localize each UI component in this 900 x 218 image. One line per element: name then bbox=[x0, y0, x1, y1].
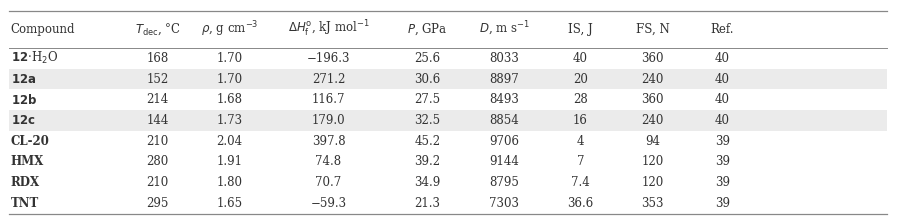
Text: $T_{\mathrm{dec}}$, °C: $T_{\mathrm{dec}}$, °C bbox=[134, 22, 181, 37]
Text: 39: 39 bbox=[715, 155, 730, 168]
Text: 8854: 8854 bbox=[489, 114, 519, 127]
Text: 21.3: 21.3 bbox=[415, 197, 440, 210]
Text: 7303: 7303 bbox=[489, 197, 519, 210]
Bar bbox=[9, 110, 886, 131]
Text: 360: 360 bbox=[642, 52, 664, 65]
Text: 210: 210 bbox=[147, 135, 168, 148]
Text: 360: 360 bbox=[642, 93, 664, 106]
Text: 1.65: 1.65 bbox=[216, 197, 243, 210]
Text: 39: 39 bbox=[715, 176, 730, 189]
Text: 168: 168 bbox=[147, 52, 168, 65]
Text: $D$, m s$^{-1}$: $D$, m s$^{-1}$ bbox=[479, 20, 529, 38]
Text: 39: 39 bbox=[715, 197, 730, 210]
Text: Compound: Compound bbox=[11, 23, 76, 36]
Text: 8795: 8795 bbox=[489, 176, 519, 189]
Text: −59.3: −59.3 bbox=[310, 197, 346, 210]
Text: 120: 120 bbox=[642, 176, 663, 189]
Text: 25.6: 25.6 bbox=[414, 52, 441, 65]
Text: $\rho$, g cm$^{-3}$: $\rho$, g cm$^{-3}$ bbox=[201, 20, 258, 39]
Text: 1.70: 1.70 bbox=[216, 73, 243, 85]
Text: 40: 40 bbox=[573, 52, 588, 65]
Text: 7.4: 7.4 bbox=[572, 176, 590, 189]
Text: 9706: 9706 bbox=[489, 135, 519, 148]
Text: 1.91: 1.91 bbox=[217, 155, 242, 168]
Text: 152: 152 bbox=[147, 73, 168, 85]
Text: IS, J: IS, J bbox=[568, 23, 593, 36]
Text: 30.6: 30.6 bbox=[414, 73, 441, 85]
Text: 240: 240 bbox=[642, 114, 663, 127]
Text: 20: 20 bbox=[573, 73, 588, 85]
Text: 179.0: 179.0 bbox=[311, 114, 346, 127]
Text: 353: 353 bbox=[642, 197, 664, 210]
Text: 8493: 8493 bbox=[489, 93, 519, 106]
Text: 45.2: 45.2 bbox=[414, 135, 441, 148]
Text: 144: 144 bbox=[147, 114, 168, 127]
Text: $\mathbf{12}$·H$_2$O: $\mathbf{12}$·H$_2$O bbox=[11, 50, 58, 66]
Text: 40: 40 bbox=[715, 114, 730, 127]
Bar bbox=[9, 69, 886, 89]
Text: 39.2: 39.2 bbox=[414, 155, 441, 168]
Text: $\mathbf{12b}$: $\mathbf{12b}$ bbox=[11, 93, 37, 107]
Text: $\Delta H^{\mathrm{o}}_{\mathrm{f}}$, kJ mol$^{-1}$: $\Delta H^{\mathrm{o}}_{\mathrm{f}}$, kJ… bbox=[288, 19, 369, 39]
Text: 40: 40 bbox=[715, 52, 730, 65]
Text: 40: 40 bbox=[715, 93, 730, 106]
Text: 280: 280 bbox=[147, 155, 168, 168]
Text: FS, N: FS, N bbox=[635, 23, 670, 36]
Text: 39: 39 bbox=[715, 135, 730, 148]
Text: CL-20: CL-20 bbox=[11, 135, 50, 148]
Text: 34.9: 34.9 bbox=[414, 176, 441, 189]
Text: 16: 16 bbox=[573, 114, 588, 127]
Text: 8897: 8897 bbox=[489, 73, 519, 85]
Text: 1.70: 1.70 bbox=[216, 52, 243, 65]
Text: $\mathbf{12c}$: $\mathbf{12c}$ bbox=[11, 114, 35, 127]
Text: Ref.: Ref. bbox=[710, 23, 734, 36]
Text: 210: 210 bbox=[147, 176, 168, 189]
Text: $P$, GPa: $P$, GPa bbox=[407, 22, 448, 37]
Text: 7: 7 bbox=[577, 155, 584, 168]
Text: −196.3: −196.3 bbox=[307, 52, 350, 65]
Text: HMX: HMX bbox=[11, 155, 44, 168]
Text: 27.5: 27.5 bbox=[414, 93, 441, 106]
Text: 120: 120 bbox=[642, 155, 663, 168]
Text: 40: 40 bbox=[715, 73, 730, 85]
Text: 271.2: 271.2 bbox=[311, 73, 346, 85]
Text: 94: 94 bbox=[645, 135, 660, 148]
Text: 8033: 8033 bbox=[489, 52, 519, 65]
Text: 240: 240 bbox=[642, 73, 663, 85]
Text: 295: 295 bbox=[147, 197, 168, 210]
Text: 36.6: 36.6 bbox=[567, 197, 594, 210]
Text: 74.8: 74.8 bbox=[315, 155, 342, 168]
Text: 4: 4 bbox=[577, 135, 584, 148]
Text: 116.7: 116.7 bbox=[311, 93, 346, 106]
Text: 397.8: 397.8 bbox=[311, 135, 346, 148]
Text: 70.7: 70.7 bbox=[315, 176, 342, 189]
Text: 1.73: 1.73 bbox=[216, 114, 243, 127]
Text: $\mathbf{12a}$: $\mathbf{12a}$ bbox=[11, 73, 36, 85]
Text: 9144: 9144 bbox=[489, 155, 519, 168]
Text: 1.68: 1.68 bbox=[217, 93, 242, 106]
Text: 28: 28 bbox=[573, 93, 588, 106]
Text: 2.04: 2.04 bbox=[216, 135, 243, 148]
Text: 214: 214 bbox=[147, 93, 168, 106]
Text: TNT: TNT bbox=[11, 197, 39, 210]
Text: RDX: RDX bbox=[11, 176, 40, 189]
Text: 1.80: 1.80 bbox=[217, 176, 242, 189]
Text: 32.5: 32.5 bbox=[414, 114, 441, 127]
